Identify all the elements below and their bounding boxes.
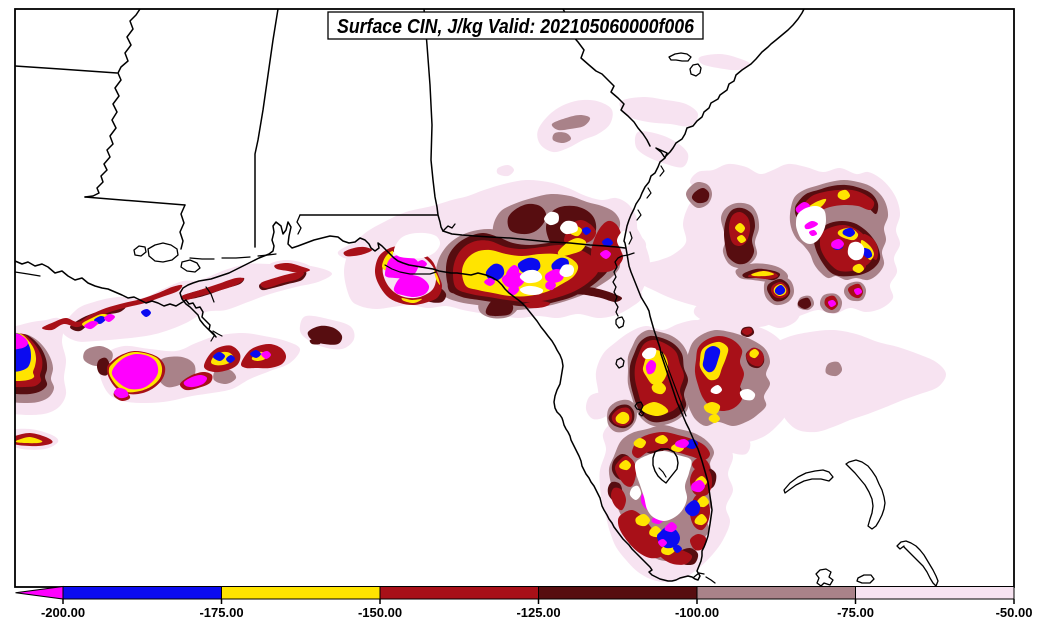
svg-text:-100.00: -100.00 bbox=[675, 605, 719, 620]
svg-text:-75.00: -75.00 bbox=[837, 605, 874, 620]
svg-text:Surface CIN, J/kg Valid: 20210: Surface CIN, J/kg Valid: 202105060000f00… bbox=[337, 16, 695, 38]
svg-text:-125.00: -125.00 bbox=[516, 605, 560, 620]
svg-text:-50.00: -50.00 bbox=[996, 605, 1033, 620]
svg-text:-200.00: -200.00 bbox=[41, 605, 85, 620]
svg-text:-175.00: -175.00 bbox=[199, 605, 243, 620]
svg-text:-150.00: -150.00 bbox=[358, 605, 402, 620]
